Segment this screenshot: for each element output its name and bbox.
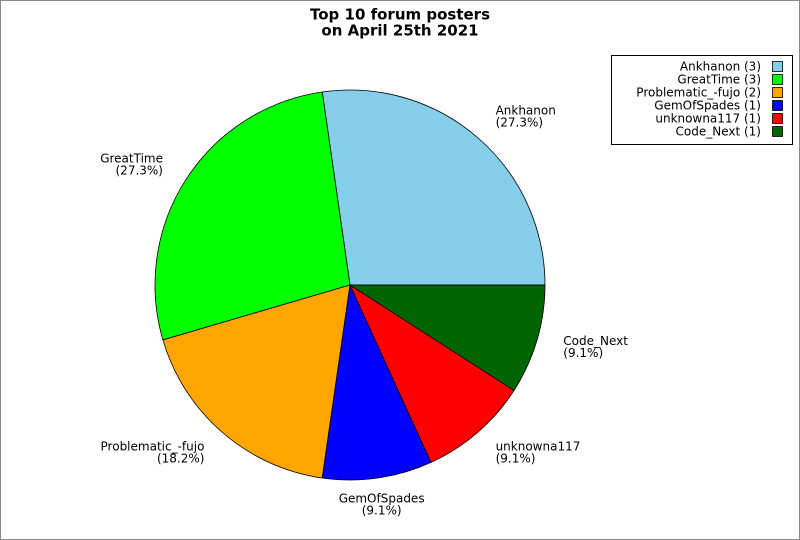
legend-swatch xyxy=(772,100,783,111)
pie-slice xyxy=(162,284,351,479)
slice-label: unknowna117 xyxy=(496,440,581,454)
slice-label: GemOfSpades xyxy=(339,492,425,506)
chart-title: on April 25th 2021 xyxy=(321,22,478,40)
pie-slice xyxy=(321,89,546,286)
pie-slice xyxy=(321,283,432,481)
legend-swatch xyxy=(772,113,783,124)
legend-label: Problematic_-fujo (2) xyxy=(636,86,761,100)
legend-label: Ankhanon (3) xyxy=(680,60,761,74)
slice-percent: (9.1%) xyxy=(563,346,603,360)
slice-percent: (18.2%) xyxy=(157,452,204,466)
slice-label: Ankhanon xyxy=(496,103,556,117)
legend-label: Code_Next (1) xyxy=(676,125,762,139)
legend-label: GreatTime (3) xyxy=(677,73,761,87)
chart-title: Top 10 forum posters xyxy=(310,6,490,24)
slice-label: GreatTime xyxy=(100,151,163,165)
slice-percent: (9.1%) xyxy=(496,452,536,466)
slice-percent: (27.3%) xyxy=(116,163,163,177)
pie-slice xyxy=(349,283,515,463)
pie-slice xyxy=(348,284,546,391)
legend-label: GemOfSpades (1) xyxy=(654,99,761,113)
legend-swatch xyxy=(772,87,783,98)
slice-label: Problematic_-fujo xyxy=(101,440,205,454)
legend-label: unknowna117 (1) xyxy=(655,112,761,126)
pie-slice xyxy=(154,91,351,341)
slice-percent: (9.1%) xyxy=(362,504,402,518)
legend-swatch xyxy=(772,61,783,72)
legend-swatch xyxy=(772,74,783,85)
slice-percent: (27.3%) xyxy=(496,115,543,129)
legend-box xyxy=(611,55,793,145)
legend-swatch xyxy=(772,126,783,137)
slice-label: Code_Next xyxy=(563,334,628,348)
